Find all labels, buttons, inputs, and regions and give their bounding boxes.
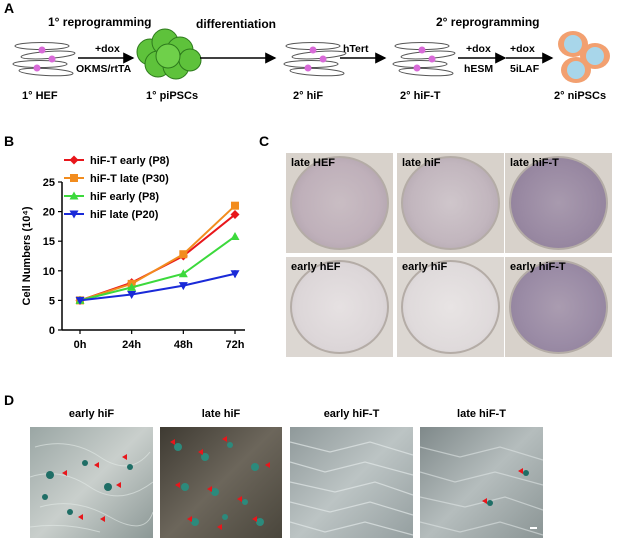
legend-label: hiF early (P8)	[90, 191, 159, 203]
arrow4-top: +dox	[466, 43, 491, 55]
y-tick-label: 5	[49, 295, 55, 307]
arrow1-top: +dox	[95, 43, 120, 55]
series-line-1	[79, 204, 236, 302]
arrow5-top: +dox	[510, 43, 535, 55]
dish-outline	[509, 260, 608, 354]
cell-label-4: 2° hiF-T	[400, 90, 441, 102]
y-tick-label: 15	[43, 236, 55, 248]
plate-early-hif: early hiF	[397, 257, 504, 357]
scale-bar	[530, 527, 537, 529]
cell-label-1: 1° HEF	[22, 90, 58, 102]
micrograph-early-hif-t	[290, 427, 413, 538]
legend-marker	[69, 155, 79, 165]
dish-outline	[290, 156, 389, 250]
plate-label: late hiF	[402, 157, 441, 169]
plate-early-hif-t: early hiF-T	[505, 257, 612, 357]
micro-label-late-hif: late hiF	[201, 408, 241, 420]
data-point	[127, 282, 137, 291]
micro-label-early-hif-t: early hiF-T	[323, 408, 380, 420]
hef-cells-icon	[13, 43, 75, 77]
panel-a-schematic	[0, 28, 610, 83]
panel-b-letter: B	[4, 133, 15, 149]
x-tick-label: 0h	[74, 339, 87, 351]
dish-outline	[290, 260, 389, 354]
legend-label: hiF-T late (P30)	[90, 173, 169, 185]
plate-late-hif-t: late hiF-T	[505, 153, 612, 253]
x-tick-label: 48h	[174, 339, 193, 351]
legend-marker	[69, 210, 79, 219]
arrow3-top: hTert	[343, 43, 369, 55]
stage-label-2: differentiation	[196, 17, 276, 31]
cell-label-2: 1° piPSCs	[146, 90, 199, 102]
panel-d-letter: D	[4, 392, 15, 408]
y-axis-label: Cell Numbers (10⁴)	[21, 206, 33, 305]
plate-label: early hiF-T	[510, 261, 566, 273]
panel-a-letter: A	[4, 0, 15, 16]
plate-label: early hiF	[402, 261, 448, 273]
plate-late-hef: late HEF	[286, 153, 393, 253]
hif-cells-icon	[284, 43, 346, 77]
stage-label-3: 2° reprogramming	[436, 15, 540, 29]
series-line-2	[79, 235, 236, 302]
y-tick-label: 25	[43, 177, 55, 189]
dish-outline	[509, 156, 608, 250]
legend-marker	[70, 174, 78, 182]
x-tick-label: 72h	[226, 339, 245, 351]
legend-marker	[69, 191, 79, 200]
plate-label: early hEF	[291, 261, 341, 273]
y-tick-label: 20	[43, 207, 55, 219]
data-point	[178, 282, 188, 291]
plate-late-hif: late hiF	[397, 153, 504, 253]
stained-cells-overlay	[170, 436, 270, 530]
cells-overlay	[290, 441, 413, 536]
micro-label-early-hif: early hiF	[68, 408, 115, 420]
micrograph-late-hif-t	[420, 427, 543, 538]
legend-label: hiF late (P20)	[90, 209, 159, 221]
stained-cells-overlay	[30, 443, 153, 533]
y-tick-label: 0	[49, 325, 55, 337]
stained-cells-overlay	[420, 446, 543, 536]
arrow1-bottom: OKMS/rtTA	[76, 63, 132, 75]
series-line-3	[79, 272, 236, 302]
plate-label: late hiF-T	[510, 157, 559, 169]
pipsc-colony-icon	[136, 28, 202, 80]
arrow4-bottom: hESM	[464, 63, 494, 75]
hif-t-cells-icon	[393, 43, 455, 77]
data-point	[127, 290, 137, 299]
micrograph-late-hif	[160, 427, 282, 538]
y-tick-label: 10	[43, 266, 55, 278]
data-point	[230, 270, 240, 279]
data-point	[75, 296, 85, 305]
cell-label-5: 2° niPSCs	[554, 90, 607, 102]
stage-label-1: 1° reprogramming	[48, 15, 152, 29]
legend-label: hiF-T early (P8)	[90, 155, 170, 167]
plate-label: late HEF	[291, 157, 336, 169]
nipsc-cells-icon	[558, 31, 610, 83]
data-point	[230, 231, 240, 240]
panel-c-letter: C	[259, 133, 270, 149]
plate-early-hef: early hEF	[286, 257, 393, 357]
data-point	[178, 269, 188, 278]
data-point	[230, 210, 240, 220]
data-point	[179, 250, 188, 259]
data-point	[231, 201, 239, 210]
x-tick-label: 24h	[122, 339, 141, 351]
dish-outline	[401, 156, 500, 250]
cell-label-3: 2° hiF	[293, 90, 324, 102]
micro-label-late-hif-t: late hiF-T	[457, 408, 506, 420]
dish-outline	[401, 260, 500, 354]
cell-growth-chart: 0 5 10 15 20 25 0h 24h 48h 72h Cell Numbers (10⁴) h…	[21, 155, 245, 351]
arrow5-bottom: 5iLAF	[510, 63, 540, 75]
micrograph-early-hif	[30, 427, 153, 538]
